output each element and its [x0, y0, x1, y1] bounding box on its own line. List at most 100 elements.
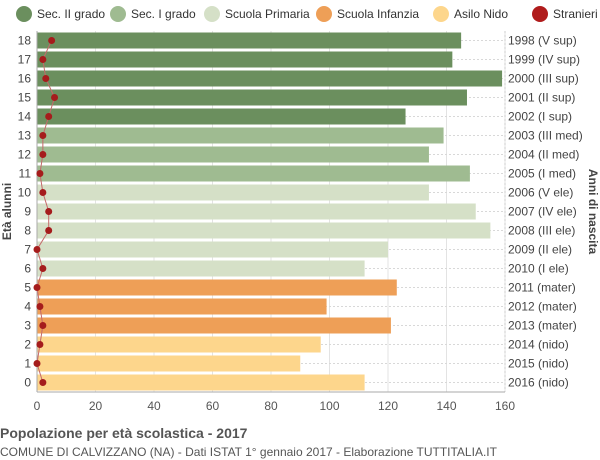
x-tick-label: 60 — [206, 399, 220, 413]
bar — [37, 260, 365, 277]
legend-label: Stranieri — [553, 7, 598, 21]
x-tick-label: 40 — [147, 399, 161, 413]
x-tick-label: 160 — [495, 399, 515, 413]
birth-year-label: 1998 (V sup) — [508, 34, 577, 48]
stranieri-point — [36, 303, 44, 310]
legend-swatch — [110, 6, 126, 22]
age-tick-label: 5 — [24, 281, 31, 295]
bar — [37, 32, 462, 49]
legend-label: Scuola Infanzia — [337, 7, 420, 21]
legend-item: Scuola Infanzia — [316, 6, 419, 22]
legend-item: Stranieri — [532, 6, 598, 22]
age-tick-label: 8 — [24, 224, 31, 238]
birth-year-label: 2002 (I sup) — [508, 110, 572, 124]
stranieri-point — [51, 94, 59, 101]
legend-swatch — [316, 6, 332, 22]
x-tick-label: 80 — [264, 399, 278, 413]
age-tick-label: 14 — [18, 110, 32, 124]
stranieri-point — [39, 265, 47, 272]
birth-year-label: 2015 (nido) — [508, 357, 569, 371]
age-tick-label: 2 — [24, 338, 31, 352]
legend-item: Asilo Nido — [433, 6, 508, 22]
legend-label: Scuola Primaria — [225, 7, 310, 21]
stranieri-point — [36, 170, 44, 177]
age-tick-label: 10 — [18, 186, 32, 200]
age-tick-label: 9 — [24, 205, 31, 219]
y-axis-title-right: Anni di nascita — [586, 169, 600, 255]
stranieri-point — [39, 132, 47, 139]
age-tick-label: 16 — [18, 72, 32, 86]
stranieri-point — [42, 75, 50, 82]
birth-year-label: 2009 (II ele) — [508, 243, 572, 257]
bar — [37, 89, 467, 106]
birth-year-label: 2008 (III ele) — [508, 224, 575, 238]
age-tick-label: 18 — [18, 34, 32, 48]
legend-item: Scuola Primaria — [204, 6, 310, 22]
x-tick-label: 120 — [378, 399, 398, 413]
bar — [37, 336, 321, 353]
stranieri-point — [33, 360, 41, 367]
legend-item: Sec. I grado — [110, 6, 196, 22]
stranieri-point — [39, 56, 47, 63]
stranieri-point — [39, 189, 47, 196]
birth-year-label: 2011 (mater) — [508, 281, 576, 295]
birth-year-label: 2001 (II sup) — [508, 91, 575, 105]
bar — [37, 127, 444, 144]
bar — [37, 108, 406, 125]
age-tick-label: 15 — [18, 91, 32, 105]
birth-year-label: 2003 (III med) — [508, 129, 583, 143]
bar — [37, 298, 327, 315]
age-tick-label: 17 — [18, 53, 32, 67]
birth-year-label: 2006 (V ele) — [508, 186, 573, 200]
stranieri-point — [45, 227, 53, 234]
y-axis-title-left: Età alunni — [0, 183, 14, 240]
birth-year-label: 2013 (mater) — [508, 319, 577, 333]
legend-label: Sec. II grado — [37, 7, 106, 21]
birth-year-label: 2012 (mater) — [508, 300, 577, 314]
x-tick-label: 0 — [34, 399, 41, 413]
x-tick-label: 140 — [436, 399, 456, 413]
bar — [37, 317, 391, 334]
bar — [37, 279, 397, 296]
legend-label: Asilo Nido — [454, 7, 509, 21]
bar — [37, 165, 470, 182]
age-tick-label: 4 — [24, 300, 31, 314]
stranieri-point — [45, 208, 53, 215]
age-tick-label: 11 — [19, 167, 32, 181]
stranieri-point — [39, 379, 47, 386]
age-tick-label: 13 — [18, 129, 32, 143]
legend-item: Sec. II grado — [16, 6, 105, 22]
legend-swatch — [204, 6, 220, 22]
bar — [37, 184, 429, 201]
stranieri-point — [48, 37, 56, 44]
birth-year-label: 2016 (nido) — [508, 376, 569, 390]
age-tick-label: 12 — [18, 148, 32, 162]
x-tick-label: 100 — [319, 399, 339, 413]
x-tick-label: 20 — [89, 399, 103, 413]
bar — [37, 355, 301, 372]
legend-swatch — [16, 6, 32, 22]
legend-label: Sec. I grado — [131, 7, 196, 21]
birth-year-label: 1999 (IV sup) — [508, 53, 580, 67]
age-tick-label: 3 — [24, 319, 31, 333]
bar — [37, 70, 503, 87]
chart-title: Popolazione per età scolastica - 2017 — [0, 425, 248, 441]
age-tick-label: 6 — [24, 262, 31, 276]
stranieri-point — [33, 246, 41, 253]
age-tick-label: 7 — [24, 243, 31, 257]
bar — [37, 203, 476, 220]
bar — [37, 374, 365, 391]
legend-swatch — [433, 6, 449, 22]
birth-year-label: 2000 (III sup) — [508, 72, 579, 86]
stranieri-point — [39, 151, 47, 158]
stranieri-point — [45, 113, 53, 120]
bar — [37, 146, 429, 163]
chart-subtitle: COMUNE DI CALVIZZANO (NA) - Dati ISTAT 1… — [0, 445, 497, 459]
legend-swatch — [532, 6, 548, 22]
bar — [37, 241, 388, 258]
bar — [37, 51, 453, 68]
stranieri-point — [39, 322, 47, 329]
birth-year-label: 2014 (nido) — [508, 338, 569, 352]
stranieri-point — [36, 341, 44, 348]
